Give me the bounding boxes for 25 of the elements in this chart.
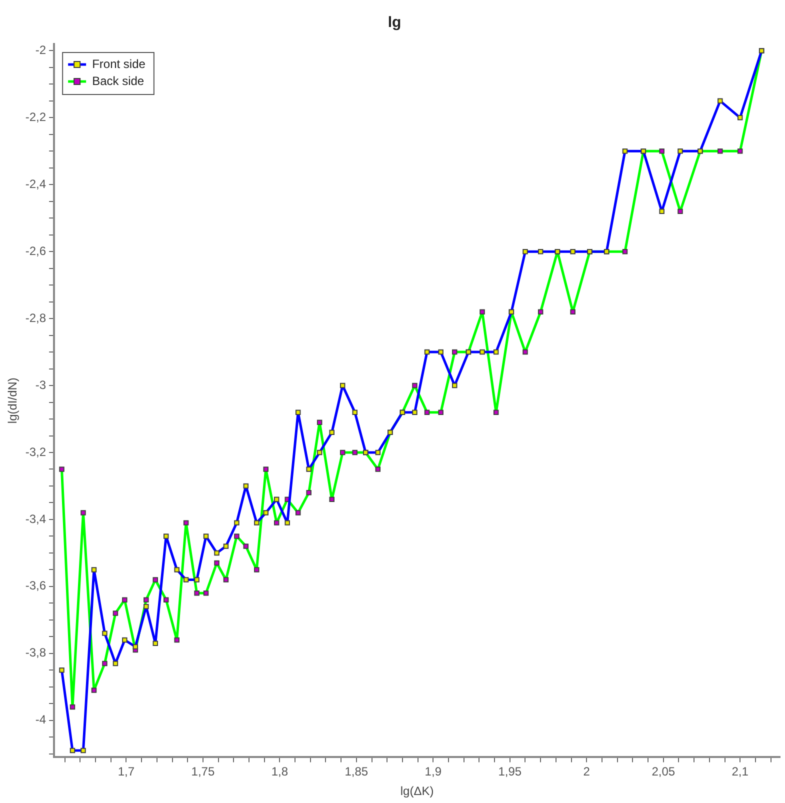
y-tick-label: -2,4 (25, 176, 46, 191)
y-tick-label: -3,8 (25, 646, 46, 660)
x-tick-label: 1,95 (498, 764, 522, 779)
x-tick-label: 1,7 (118, 764, 135, 779)
x-axis-title: lg(ΔK) (400, 784, 434, 798)
y-tick-label: -3,2 (25, 444, 46, 459)
x-tick-label: 2,05 (652, 764, 676, 779)
y-tick-label: -2 (35, 43, 46, 58)
y-tick-label: -3 (35, 378, 46, 392)
y-tick-label: -3,4 (25, 512, 46, 526)
x-tick-label: 1,8 (271, 764, 288, 779)
legend-label: Front side (92, 56, 146, 71)
x-tick-label: 1,75 (191, 764, 215, 779)
y-tick-label: -2,8 (25, 310, 46, 325)
y-tick-label: -2,6 (25, 244, 46, 258)
y-tick-label: -3,6 (25, 578, 46, 593)
x-tick-label: 2,1 (732, 764, 749, 779)
x-tick-label: 1,85 (344, 764, 368, 779)
x-tick-label: 2 (583, 764, 590, 779)
chart-title: lg (388, 14, 402, 32)
x-tick-label: 1,9 (424, 764, 442, 779)
y-tick-label: -4 (35, 712, 46, 727)
y-axis-title: lg(dI/dN) (6, 378, 20, 424)
y-tick-label: -2,2 (25, 110, 46, 124)
legend-label: Back side (92, 74, 144, 88)
